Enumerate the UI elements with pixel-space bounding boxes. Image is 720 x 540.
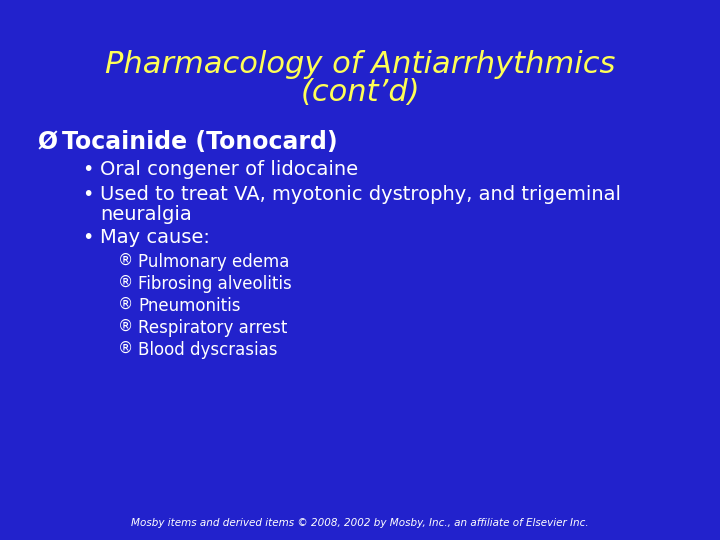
Text: Oral congener of lidocaine: Oral congener of lidocaine [100,160,358,179]
Text: ®: ® [118,319,133,334]
Text: Tocainide (Tonocard): Tocainide (Tonocard) [62,130,338,154]
Text: Blood dyscrasias: Blood dyscrasias [138,341,277,359]
Text: Fibrosing alveolitis: Fibrosing alveolitis [138,275,292,293]
Text: Mosby items and derived items © 2008, 2002 by Mosby, Inc., an affiliate of Elsev: Mosby items and derived items © 2008, 20… [131,518,589,528]
Text: ®: ® [118,297,133,312]
Text: Ø: Ø [38,130,58,154]
Text: •: • [82,160,94,179]
Text: neuralgia: neuralgia [100,205,192,224]
Text: ®: ® [118,253,133,268]
Text: Pharmacology of Antiarrhythmics: Pharmacology of Antiarrhythmics [105,50,615,79]
Text: •: • [82,228,94,247]
Text: Used to treat VA, myotonic dystrophy, and trigeminal: Used to treat VA, myotonic dystrophy, an… [100,185,621,204]
Text: (cont’d): (cont’d) [300,78,420,107]
Text: May cause:: May cause: [100,228,210,247]
Text: •: • [82,185,94,204]
Text: Pneumonitis: Pneumonitis [138,297,240,315]
Text: Pulmonary edema: Pulmonary edema [138,253,289,271]
Text: ®: ® [118,275,133,290]
Text: Respiratory arrest: Respiratory arrest [138,319,287,337]
Text: ®: ® [118,341,133,356]
